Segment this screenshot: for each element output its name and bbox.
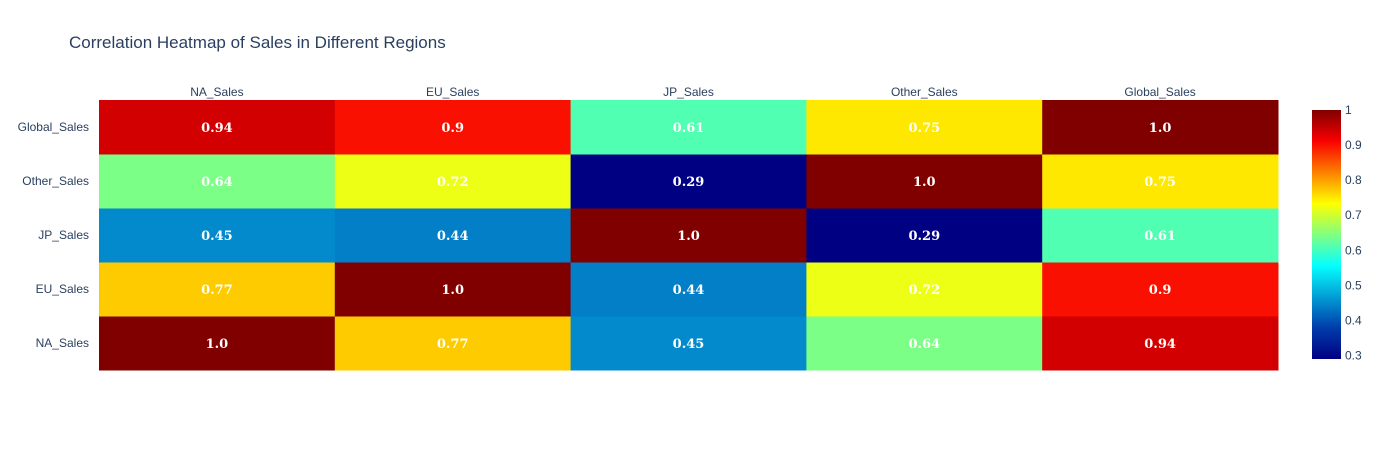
cell-label: 0.44 (437, 229, 469, 244)
cell-label: 0.77 (201, 283, 233, 298)
cell-label: 1.0 (1149, 121, 1172, 136)
heatmap-cell (99, 208, 336, 263)
heatmap-cell (570, 154, 807, 209)
colorbar-tick-label: 1 (1345, 103, 1352, 117)
heatmap-cell (570, 208, 807, 263)
colorbar (1312, 110, 1341, 359)
heatmap-cell (1042, 208, 1279, 263)
heatmap-cell (99, 316, 336, 371)
cell-label: 0.29 (908, 229, 940, 244)
heatmap-cell (99, 154, 336, 209)
heatmap-cell (570, 316, 807, 371)
colorbar-tick-label: 0.9 (1345, 138, 1362, 152)
heatmap-cell (570, 100, 807, 155)
cell-label: 0.94 (1144, 337, 1176, 352)
x-tick-label: Other_Sales (891, 85, 958, 99)
x-tick-label: NA_Sales (190, 85, 243, 99)
x-tick-label: EU_Sales (426, 85, 479, 99)
heatmap-cell (334, 316, 572, 371)
heatmap-cell (570, 262, 807, 317)
cell-label: 0.61 (673, 121, 705, 136)
chart-title: Correlation Heatmap of Sales in Differen… (69, 33, 446, 52)
heatmap-cell (334, 154, 572, 209)
cell-label: 1.0 (441, 283, 464, 298)
y-tick-label: Other_Sales (22, 174, 89, 188)
colorbar-tick-label: 0.8 (1345, 173, 1362, 187)
heatmap-cell (1042, 100, 1279, 155)
cell-label: 0.9 (441, 121, 464, 136)
cell-label: 0.72 (908, 283, 940, 298)
cell-label: 0.61 (1144, 229, 1176, 244)
heatmap-cell (334, 100, 572, 155)
y-tick-label: NA_Sales (36, 336, 89, 350)
heatmap-cell (334, 262, 572, 317)
heatmap-cell (806, 208, 1043, 263)
cell-label: 0.9 (1149, 283, 1172, 298)
cell-label: 1.0 (913, 175, 936, 190)
x-tick-label: Global_Sales (1124, 85, 1195, 99)
heatmap-cell (99, 100, 336, 155)
heatmap-cell (334, 208, 572, 263)
heatmap-cell (1042, 154, 1279, 209)
colorbar-tick-label: 0.6 (1345, 243, 1362, 257)
colorbar-tick-label: 0.5 (1345, 278, 1362, 292)
colorbar-tick-label: 0.7 (1345, 208, 1362, 222)
cell-label: 0.29 (673, 175, 705, 190)
cell-label: 0.75 (1144, 175, 1176, 190)
cell-label: 0.64 (201, 175, 233, 190)
heatmap-cell (806, 154, 1043, 209)
cell-label: 0.45 (201, 229, 233, 244)
heatmap-cell (1042, 316, 1279, 371)
colorbar-tick-label: 0.4 (1345, 313, 1362, 327)
heatmap-cell (806, 100, 1043, 155)
cell-label: 0.44 (673, 283, 705, 298)
cell-label: 1.0 (206, 337, 229, 352)
x-tick-label: JP_Sales (663, 85, 714, 99)
heatmap-cell (806, 316, 1043, 371)
cell-label: 0.94 (201, 121, 233, 136)
heatmap-cell (99, 262, 336, 317)
cell-label: 0.45 (673, 337, 705, 352)
cell-label: 1.0 (677, 229, 700, 244)
cell-label: 0.75 (908, 121, 940, 136)
y-tick-label: JP_Sales (38, 228, 89, 242)
cell-label: 0.64 (908, 337, 940, 352)
colorbar-tick-label: 0.3 (1345, 348, 1362, 362)
y-tick-label: Global_Sales (18, 120, 89, 134)
cell-label: 0.72 (437, 175, 469, 190)
heatmap-cell (1042, 262, 1279, 317)
heatmap-cell (806, 262, 1043, 317)
y-tick-label: EU_Sales (36, 282, 89, 296)
cell-label: 0.77 (437, 337, 469, 352)
